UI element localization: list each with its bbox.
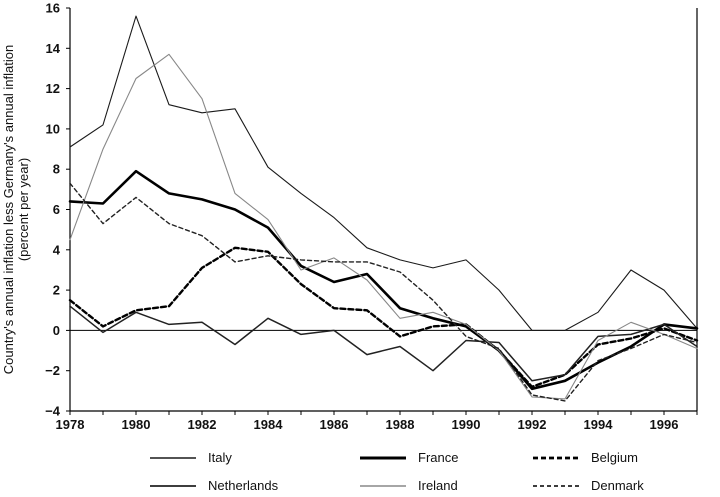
x-tick-label: 1986 [320, 417, 349, 432]
x-tick-label: 1992 [518, 417, 547, 432]
y-tick-label: 12 [46, 81, 60, 96]
x-tick-label: 1994 [584, 417, 614, 432]
legend-label-belgium: Belgium [591, 450, 638, 465]
legend-label-ireland: Ireland [418, 478, 458, 493]
series-line-belgium [68, 246, 699, 388]
y-tick-label: −2 [45, 363, 60, 378]
x-tick-label: 1980 [122, 417, 151, 432]
legend: Italy France Belgium Netherlands Ireland Denm… [150, 450, 644, 493]
y-tick-label: 2 [53, 283, 60, 298]
y-tick-label: 14 [46, 41, 61, 56]
y-axis-label-line: (percent per year) [16, 158, 31, 261]
series-line-ireland [69, 53, 698, 400]
y-axis-label-line: Country's annual inflation less Germany'… [1, 45, 16, 374]
legend-label-italy: Italy [208, 450, 232, 465]
x-tick-label: 1988 [386, 417, 415, 432]
x-tick-label: 1996 [650, 417, 679, 432]
x-tick-label: 1990 [452, 417, 481, 432]
series-line-france [68, 169, 699, 391]
y-tick-label: 10 [46, 121, 60, 136]
x-tick-label: 1984 [254, 417, 284, 432]
legend-label-france: France [418, 450, 458, 465]
legend-label-netherlands: Netherlands [208, 478, 279, 493]
y-tick-label: −4 [45, 404, 61, 419]
series-lines [68, 15, 699, 402]
y-tick-label: 8 [53, 162, 60, 177]
y-tick-label: 16 [46, 1, 60, 16]
y-tick-label: 0 [53, 323, 60, 338]
axes: −4 −2 0 2 4 6 8 10 12 14 16 1978 1980 1982 1984 1986 198… [45, 1, 698, 432]
y-tick-label: 6 [53, 202, 60, 217]
series-line-netherlands [69, 305, 698, 382]
legend-label-denmark: Denmark [591, 478, 644, 493]
y-axis-label: Country's annual inflation less Germany'… [1, 45, 31, 374]
series-line-italy [69, 15, 698, 331]
y-tick-label: 4 [53, 242, 61, 257]
series-line-denmark [69, 182, 698, 402]
x-tick-label: 1982 [188, 417, 217, 432]
x-tick-label: 1978 [56, 417, 85, 432]
